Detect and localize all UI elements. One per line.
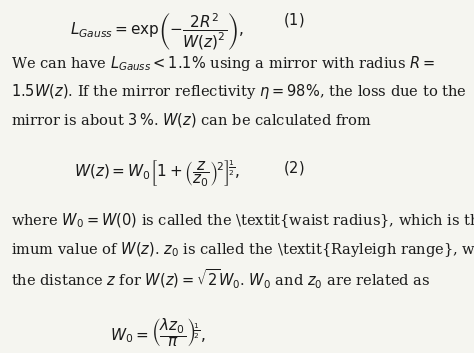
Text: imum value of $W(z)$. $z_0$ is called the \textit{Rayleigh range}, which is: imum value of $W(z)$. $z_0$ is called th… [11, 240, 474, 259]
Text: where $W_0 = W(0)$ is called the \textit{waist radius}, which is the min-: where $W_0 = W(0)$ is called the \textit… [11, 211, 474, 230]
Text: mirror is about $3\,\%$. $W(z)$ can be calculated from: mirror is about $3\,\%$. $W(z)$ can be c… [11, 110, 372, 128]
Text: $(1)$: $(1)$ [283, 11, 304, 29]
Text: $W(z) = W_0\left[1 + \left(\dfrac{z}{z_0}\right)^{\!2}\right]^{\!\frac{1}{2}},$: $W(z) = W_0\left[1 + \left(\dfrac{z}{z_0… [74, 158, 240, 189]
Text: $W_0 = \left(\dfrac{\lambda z_0}{\pi}\right)^{\!\frac{1}{2}},$: $W_0 = \left(\dfrac{\lambda z_0}{\pi}\ri… [109, 316, 205, 349]
Text: $L_{Gauss} = \exp\!\left(-\dfrac{2R^2}{W(z)^2}\right),$: $L_{Gauss} = \exp\!\left(-\dfrac{2R^2}{W… [70, 11, 244, 52]
Text: We can have $L_{Gauss} < 1.1\%$ using a mirror with radius $R =$: We can have $L_{Gauss} < 1.1\%$ using a … [11, 54, 435, 73]
Text: $(2)$: $(2)$ [283, 158, 304, 176]
Text: the distance $z$ for $W(z) = \sqrt{2}W_0$. $W_0$ and $z_0$ are related as: the distance $z$ for $W(z) = \sqrt{2}W_0… [11, 268, 430, 291]
Text: $1.5W(z)$. If the mirror reflectivity $\eta = 98\%$, the loss due to the: $1.5W(z)$. If the mirror reflectivity $\… [11, 83, 466, 101]
